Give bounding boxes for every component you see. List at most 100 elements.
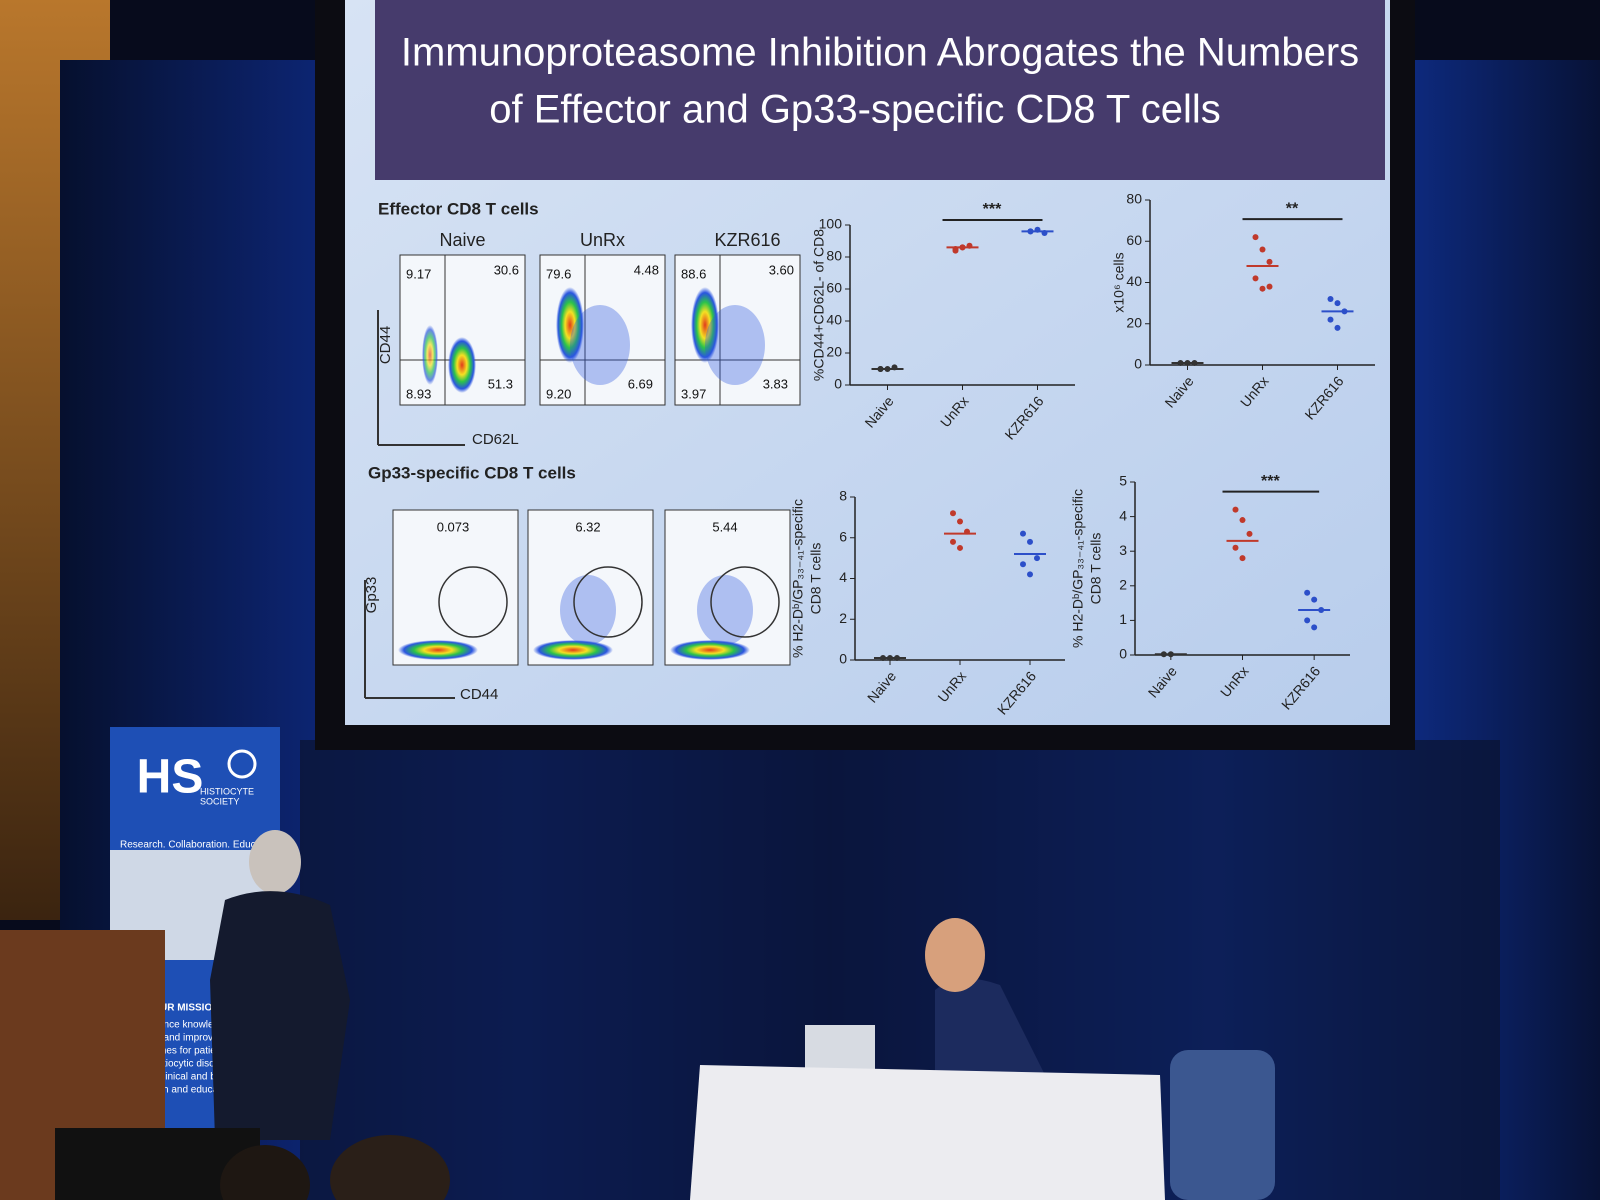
banner-tagline: Research. Collaboration. Educat [120, 840, 264, 851]
panel-table [690, 918, 1275, 1200]
data-point [1041, 230, 1048, 236]
banner-mission-title: UR MISSION [160, 1003, 219, 1014]
y-axis-label: x10⁶ cells [1111, 252, 1127, 312]
density [670, 640, 750, 660]
data-point [1239, 555, 1246, 562]
gate [710, 566, 780, 638]
data-point [1027, 228, 1034, 235]
flow-plot [539, 254, 666, 406]
data-point [1191, 359, 1198, 366]
data-point [1334, 324, 1341, 331]
gate [438, 566, 508, 638]
axis-label: CD62L [472, 431, 519, 448]
quadrant-value: 4.48 [634, 262, 659, 277]
panelist [935, 978, 1045, 1075]
data-point [1304, 589, 1311, 596]
data-point [952, 247, 959, 254]
laptop [805, 1025, 875, 1070]
y-tick-label: 6 [839, 528, 847, 544]
data-point [1027, 538, 1033, 545]
data-point [1334, 300, 1341, 307]
banner-mission-line: ch and educatio [158, 1085, 229, 1096]
data-point [950, 538, 956, 545]
data-point [959, 244, 966, 251]
quadrant-value: 3.60 [769, 262, 794, 277]
quadrant-value: 3.97 [681, 386, 706, 401]
data-point [957, 544, 963, 551]
data-point [1311, 624, 1318, 631]
density [398, 640, 478, 660]
data-point [880, 654, 886, 661]
data-point [1160, 651, 1167, 658]
y-tick-label: 80 [1126, 191, 1142, 207]
y-tick-label: 2 [1119, 577, 1127, 593]
gate [573, 566, 643, 638]
tablecloth [690, 1065, 1165, 1200]
flow-group-label: KZR616 [714, 230, 780, 250]
gate-value: 5.44 [712, 519, 737, 534]
quadrant-value: 51.3 [488, 376, 513, 391]
y-tick-label: 3 [1119, 542, 1127, 558]
y-tick-label: 20 [1126, 314, 1142, 330]
data-point [884, 366, 891, 372]
density [556, 287, 584, 363]
density [448, 337, 476, 393]
y-tick-label: 80 [826, 248, 842, 264]
flow-plot [674, 254, 801, 406]
data-point [1232, 544, 1239, 551]
y-axis-label: % H2-Dᵇ/GP₃₃₋₄₁-specific [1070, 489, 1086, 648]
data-point [1027, 571, 1033, 578]
significance: ** [1286, 200, 1299, 217]
flow-plot [527, 509, 654, 666]
y-tick-label: 40 [826, 312, 842, 328]
y-tick-label: 8 [839, 488, 847, 504]
data-point [1259, 246, 1266, 253]
density [422, 325, 438, 385]
flow-plot [664, 509, 791, 666]
gate-value: 6.32 [575, 519, 600, 534]
flow-group-label: UnRx [580, 230, 625, 250]
data-point [1020, 561, 1026, 568]
data-point [1318, 607, 1325, 614]
density [533, 640, 613, 660]
y-tick-label: 2 [839, 610, 847, 626]
data-point [1327, 296, 1334, 302]
data-point [966, 242, 973, 249]
data-point [1304, 617, 1311, 624]
data-point [1167, 651, 1174, 658]
banner-mission-line: stiocytic disord [158, 1059, 224, 1070]
banner-name: SOCIETY [200, 796, 240, 806]
audience-head [330, 1135, 450, 1200]
data-point [1259, 285, 1266, 292]
y-tick-label: 5 [1119, 473, 1127, 489]
quadrant-value: 9.17 [406, 266, 431, 281]
slide-title: of Effector and Gp33-specific CD8 T cell… [489, 88, 1220, 132]
y-tick-label: 100 [819, 216, 843, 232]
slide-title-bar [375, 0, 1385, 180]
data-point [877, 366, 884, 372]
banner-mission-line: mes for patient [158, 1046, 224, 1057]
quadrant-value: 3.83 [763, 376, 788, 391]
quadrant-value: 9.20 [546, 386, 571, 401]
data-point [1177, 359, 1184, 366]
quadrant-value: 8.93 [406, 386, 431, 401]
y-axis-label: % H2-Dᵇ/GP₃₃₋₄₁-specific [790, 499, 806, 658]
density [691, 287, 719, 363]
y-tick-label: 60 [1126, 232, 1142, 248]
axis-label: CD44 [377, 326, 394, 364]
data-point [1311, 596, 1318, 603]
data-point [950, 510, 956, 517]
y-tick-label: 0 [1134, 356, 1142, 372]
significance: *** [983, 201, 1002, 218]
flow-group-label: Naive [439, 230, 485, 250]
panelist-head [925, 918, 985, 992]
density [697, 575, 753, 645]
data-point [1184, 359, 1191, 366]
axis-label: CD44 [460, 686, 498, 703]
y-tick-label: 1 [1119, 611, 1127, 627]
y-tick-label: 0 [1119, 646, 1127, 662]
data-point [964, 528, 970, 535]
flow-plot [392, 509, 519, 666]
quadrant-value: 79.6 [546, 266, 571, 281]
